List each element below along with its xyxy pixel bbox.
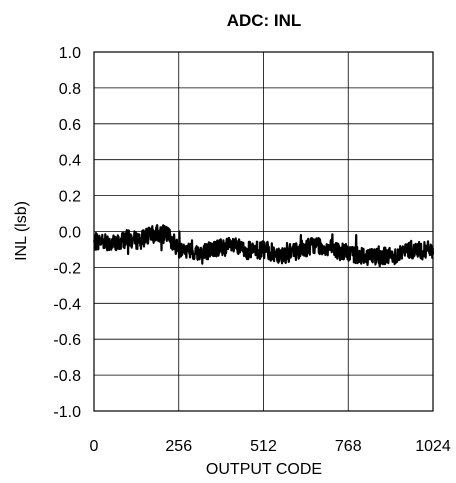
inl-series-line [92,224,435,268]
y-tick-labels: 1.0 0.8 0.6 0.4 0.2 0.0 -0.2 -0.4 -0.6 -0.8 -1.0 [53,45,81,421]
x-axis-label: OUTPUT CODE [206,461,322,478]
y-axis-label: INL (lsb) [13,201,30,261]
y-tick-label: -0.6 [53,332,81,349]
series-layer [92,224,435,268]
x-tick-label: 0 [90,438,99,455]
chart-title: ADC: INL [227,11,302,30]
y-tick-label: 0.2 [59,189,81,206]
x-tick-labels: 0 256 512 768 1024 [90,438,451,455]
y-tick-label: -0.4 [53,296,81,313]
grid-lines [93,51,434,412]
y-tick-label: 0.0 [59,225,81,242]
x-tick-label: 768 [335,438,362,455]
x-tick-label: 1024 [415,438,451,455]
y-tick-label: -0.2 [53,260,81,277]
y-tick-label: 1.0 [59,45,81,62]
y-tick-label: 0.4 [59,153,81,170]
x-tick-label: 512 [250,438,277,455]
y-tick-label: -0.8 [53,368,81,385]
y-tick-label: 0.6 [59,117,81,134]
y-tick-label: -1.0 [53,404,81,421]
x-tick-label: 256 [165,438,192,455]
y-tick-label: 0.8 [59,81,81,98]
plot-frame [93,51,434,412]
